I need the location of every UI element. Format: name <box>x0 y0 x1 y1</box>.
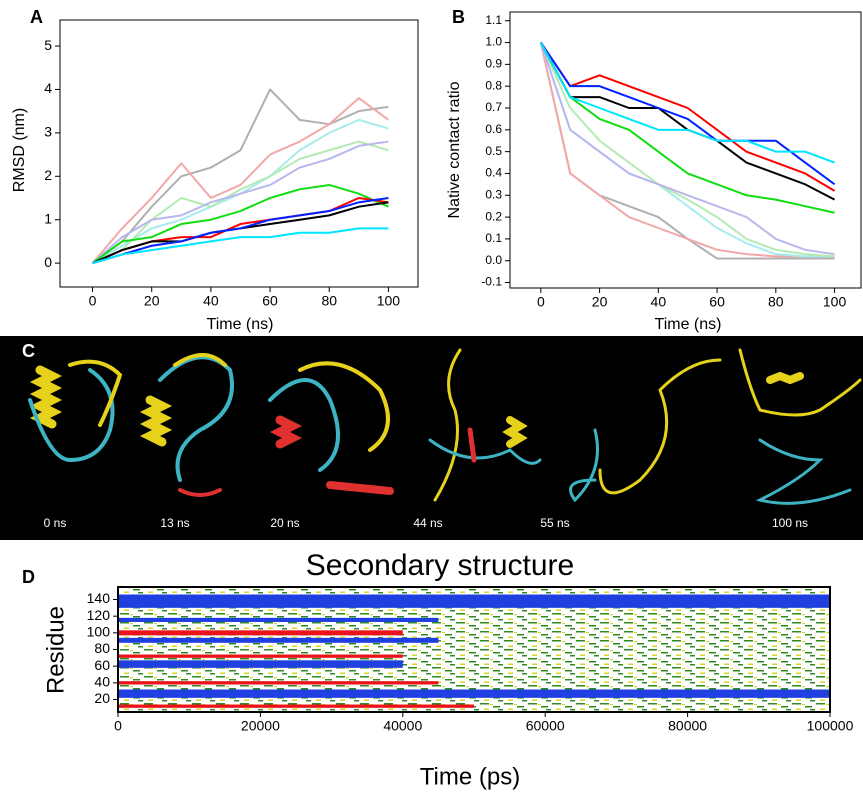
structure-block <box>118 660 403 668</box>
panel-label: B <box>452 7 465 27</box>
panel-c: C <box>0 336 863 540</box>
panel-label: D <box>22 567 35 587</box>
x-tick-label: 60000 <box>526 718 565 734</box>
structure-block <box>118 689 830 698</box>
y-tick-label: 60 <box>94 657 110 673</box>
x-tick-label: 80000 <box>668 718 707 734</box>
series-line <box>539 42 835 258</box>
y-tick-label: 0.2 <box>485 209 502 223</box>
y-axis-label: Native contact ratio <box>446 81 463 218</box>
series-line <box>540 41 836 186</box>
panel-c-background <box>0 336 863 540</box>
x-tick-label: 60 <box>262 293 278 309</box>
x-tick-label: 0 <box>89 293 97 309</box>
x-axis-label: Time (ns) <box>207 316 274 333</box>
x-axis-label: Time (ps) <box>420 763 520 790</box>
y-tick-label: 0.4 <box>485 166 502 180</box>
snapshot-label: 44 ns <box>413 516 442 530</box>
structure-block <box>118 630 403 636</box>
structure-block <box>118 617 439 622</box>
panel-label: A <box>30 7 43 27</box>
x-tick-label: 20 <box>144 293 160 309</box>
series-line <box>91 140 389 264</box>
series-line <box>539 42 835 256</box>
y-tick-label: 0.7 <box>485 100 502 114</box>
y-tick-label: 0.6 <box>485 122 502 136</box>
x-tick-label: 40000 <box>383 718 422 734</box>
y-axis-label: RMSD (nm) <box>11 108 28 192</box>
snapshot-label: 100 ns <box>772 516 808 530</box>
y-tick-label: 5 <box>44 37 52 53</box>
y-tick-label: 4 <box>44 80 52 96</box>
series-line <box>539 42 835 258</box>
series-line <box>92 227 389 265</box>
y-tick-label: 0.3 <box>485 187 502 201</box>
y-tick-label: 80 <box>94 640 110 656</box>
structure-block <box>118 637 439 643</box>
y-tick-label: 100 <box>87 624 111 640</box>
y-tick-label: 140 <box>87 590 111 606</box>
structure-block <box>118 681 439 685</box>
y-tick-label: 2 <box>44 167 52 183</box>
y-tick-label: 120 <box>87 607 111 623</box>
series-line <box>539 42 835 164</box>
series-line <box>91 183 389 264</box>
y-tick-label: 20 <box>94 690 110 706</box>
chart-title: Secondary structure <box>306 549 574 582</box>
structure-block <box>118 704 474 708</box>
series-line <box>91 97 390 264</box>
series-line <box>539 42 835 258</box>
x-tick-label: 0 <box>537 294 545 310</box>
protein-ribbons <box>28 348 862 505</box>
snapshot-label: 13 ns <box>160 516 189 530</box>
plot-frame <box>59 19 419 288</box>
x-tick-label: 60 <box>709 294 725 310</box>
series-line <box>540 41 836 192</box>
x-axis-label: Time (ns) <box>655 316 722 333</box>
y-tick-label: 40 <box>94 674 110 690</box>
y-tick-label: 0.9 <box>485 57 502 71</box>
snapshot-label: 0 ns <box>44 516 67 530</box>
y-tick-label: 0.0 <box>485 253 502 267</box>
y-tick-label: -0.1 <box>481 275 502 289</box>
series-line <box>539 42 836 201</box>
plot-frame <box>509 11 862 289</box>
y-tick-label: 0.1 <box>485 231 502 245</box>
series-line <box>92 140 389 265</box>
x-tick-label: 0 <box>114 718 122 734</box>
structure-block <box>118 594 830 608</box>
x-tick-label: 20000 <box>241 718 280 734</box>
series-line <box>92 118 389 264</box>
x-tick-label: 100 <box>823 294 847 310</box>
y-tick-label: 1.1 <box>485 13 502 27</box>
x-tick-label: 100 <box>377 293 401 309</box>
snapshot-label: 55 ns <box>540 516 569 530</box>
y-tick-label: 3 <box>44 124 52 140</box>
snapshot-label: 20 ns <box>270 516 299 530</box>
x-tick-label: 40 <box>203 293 219 309</box>
x-tick-label: 40 <box>651 294 667 310</box>
x-tick-label: 80 <box>321 293 337 309</box>
structure-block <box>118 654 403 658</box>
panel-label: C <box>22 341 35 361</box>
series-line <box>92 197 389 265</box>
y-tick-label: 0 <box>44 254 52 270</box>
y-axis-label: Residue <box>42 606 69 694</box>
x-tick-label: 100000 <box>807 718 854 734</box>
y-tick-label: 1.0 <box>485 35 502 49</box>
y-tick-label: 1 <box>44 210 52 226</box>
x-tick-label: 80 <box>768 294 784 310</box>
series-line <box>539 42 835 214</box>
series-line <box>91 88 389 264</box>
y-tick-label: 0.5 <box>485 144 502 158</box>
y-tick-label: 0.8 <box>485 78 502 92</box>
x-tick-label: 20 <box>592 294 608 310</box>
